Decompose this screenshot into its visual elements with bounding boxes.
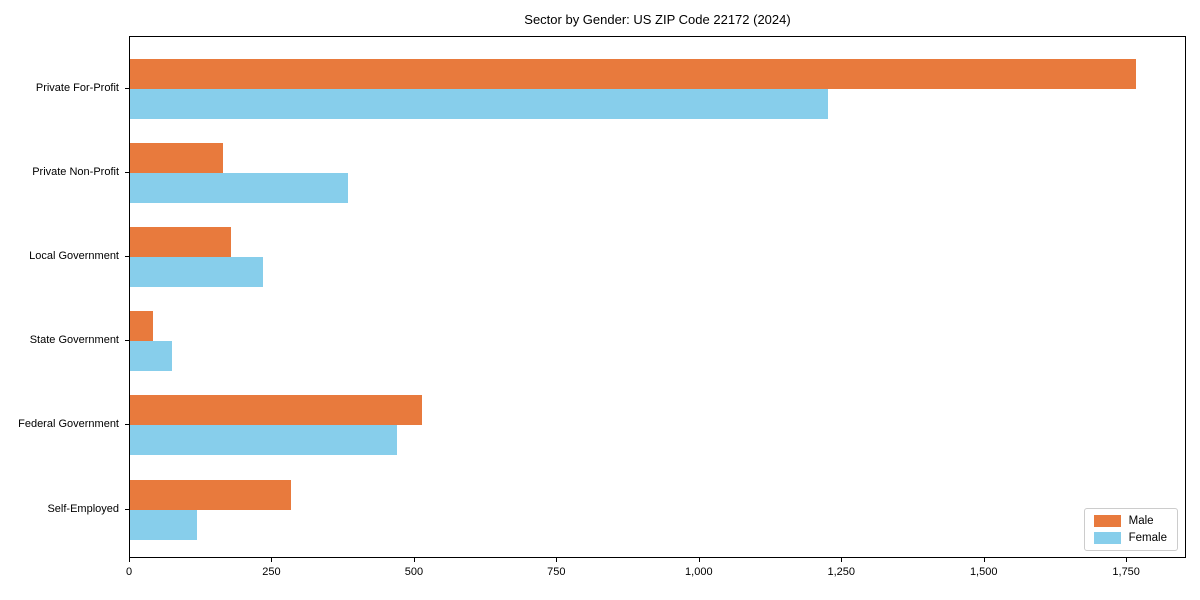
x-tick-mark — [698, 558, 700, 562]
bar-female-self-employed — [130, 509, 197, 540]
legend-item-female: Female — [1093, 532, 1167, 544]
bar-female-federal-government — [130, 425, 398, 456]
x-tick-mark — [1126, 558, 1128, 562]
bar-male-local-government — [130, 227, 232, 258]
bar-male-private-non-profit — [130, 143, 224, 174]
x-tick-label: 250 — [262, 566, 281, 578]
x-tick-label: 1,500 — [969, 566, 998, 578]
plot-area — [129, 36, 1186, 558]
y-axis-category-label-state-government: State Government — [29, 334, 119, 347]
x-tick-label: 1,000 — [685, 566, 713, 578]
bar-male-state-government — [130, 311, 154, 342]
chart-title: Sector by Gender: US ZIP Code 22172 (202… — [524, 12, 791, 27]
x-tick-label: 0 — [125, 566, 133, 578]
x-tick-label: 500 — [404, 566, 424, 578]
legend: Male Female — [1083, 508, 1178, 551]
y-axis-category-label-self-employed: Self-Employed — [47, 502, 119, 515]
bar-female-private-non-profit — [130, 173, 349, 204]
bar-female-private-for-profit — [130, 89, 828, 119]
x-tick-label: 1,750 — [1112, 566, 1140, 578]
x-tick-mark — [413, 558, 415, 562]
x-tick-label: 1,250 — [827, 566, 856, 578]
y-tick-mark — [125, 88, 129, 89]
y-axis-category-label-private-non-profit: Private Non-Profit — [32, 166, 119, 179]
y-tick-mark — [125, 172, 129, 174]
x-tick-mark — [983, 558, 985, 562]
y-tick-mark — [125, 340, 129, 342]
legend-swatch-male — [1093, 515, 1121, 527]
y-tick-mark — [125, 508, 129, 510]
y-tick-mark — [125, 424, 129, 426]
bar-male-private-for-profit — [130, 59, 1137, 89]
bar-female-local-government — [130, 257, 264, 288]
y-axis-category-label-private-for-profit: Private For-Profit — [35, 82, 119, 94]
legend-label-female: Female — [1128, 532, 1167, 544]
x-tick-mark — [129, 558, 130, 562]
x-tick-label: 750 — [547, 566, 566, 578]
bar-female-state-government — [130, 341, 172, 372]
bar-male-self-employed — [130, 479, 292, 510]
x-tick-mark — [841, 558, 843, 562]
x-tick-mark — [271, 558, 273, 562]
legend-label-male: Male — [1128, 515, 1154, 527]
x-tick-mark — [556, 558, 558, 562]
y-axis-category-label-local-government: Local Government — [29, 250, 119, 263]
legend-swatch-female — [1093, 532, 1121, 544]
bar-male-federal-government — [130, 395, 423, 426]
y-tick-mark — [125, 256, 129, 258]
y-axis-category-label-federal-government: Federal Government — [18, 418, 119, 431]
legend-item-male: Male — [1093, 515, 1167, 527]
